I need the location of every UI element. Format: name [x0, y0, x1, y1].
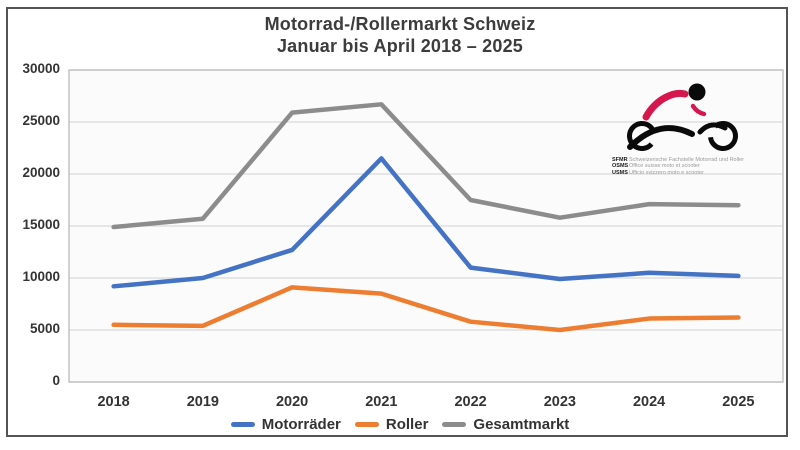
logo-description: Schweizerische Fachstelle Motorrad und R… — [629, 157, 744, 163]
logo-text-row: SFMR Schweizerische Fachstelle Motorrad u… — [612, 157, 757, 163]
x-tick-label-2018: 2018 — [97, 394, 130, 410]
chart-title-line1: Motorrad-/Rollermarkt Schweiz — [264, 14, 536, 34]
legend-item-gesamtmarkt: Gesamtmarkt — [442, 416, 569, 433]
x-tick-label-2020: 2020 — [275, 394, 309, 410]
legend-label: Gesamtmarkt — [473, 416, 570, 433]
y-tick-label: 10000 — [22, 269, 60, 284]
legend-label: Roller — [385, 416, 429, 433]
legend-item-motorräder: Motorräder — [230, 416, 341, 433]
x-tick-label-2019: 2019 — [186, 394, 219, 410]
logo-abbr: SFMR — [612, 157, 628, 163]
series-line-motorräder — [111, 156, 741, 289]
x-tick-label-2023: 2023 — [543, 394, 576, 410]
x-tick-label-2025: 2025 — [722, 394, 755, 410]
logo-description: Office suisse moto et scooter — [629, 163, 700, 170]
logo-abbr: OSMS — [612, 163, 629, 170]
legend-label: Motorräder — [261, 416, 341, 433]
plot-border — [68, 69, 784, 383]
chart-legend: Motorräder Roller Gesamtmarkt — [0, 416, 800, 433]
logo-text-row: USMS Ufficio svizzero moto e scooter — [612, 170, 757, 176]
series-line-roller — [111, 285, 741, 333]
y-tick-label: 5000 — [29, 321, 60, 336]
motorcycle-rider-icon — [627, 83, 738, 151]
y-tick-label: 15000 — [22, 217, 60, 232]
legend-swatch-icon — [354, 421, 379, 428]
y-tick-label: 25000 — [22, 113, 60, 128]
y-tick-label: 20000 — [22, 165, 60, 180]
logo-abbr: USMS — [612, 169, 628, 176]
legend-swatch-icon — [230, 421, 255, 428]
y-tick-label: 0 — [52, 373, 60, 388]
chart-title-line2: Januar bis April 2018 – 2025 — [276, 36, 524, 56]
x-tick-label-2021: 2021 — [365, 394, 398, 410]
logo-text-row: OSMS Office suisse moto et scooter — [612, 163, 757, 169]
x-tick-label-2024: 2024 — [632, 394, 666, 410]
chart-title: Motorrad-/Rollermarkt Schweiz Januar bis… — [0, 13, 800, 57]
x-tick-label-2022: 2022 — [454, 394, 487, 410]
y-tick-label: 30000 — [22, 61, 60, 76]
legend-item-roller: Roller — [354, 416, 429, 433]
logo-text-block: SFMR Schweizerische Fachstelle Motorrad u… — [612, 157, 757, 176]
legend-swatch-icon — [442, 421, 467, 428]
sfmr-logo: SFMR Schweizerische Fachstelle Motorrad u… — [612, 79, 757, 176]
logo-description: Ufficio svizzero moto e scooter — [629, 169, 704, 176]
series-line-gesamtmarkt — [111, 102, 741, 230]
